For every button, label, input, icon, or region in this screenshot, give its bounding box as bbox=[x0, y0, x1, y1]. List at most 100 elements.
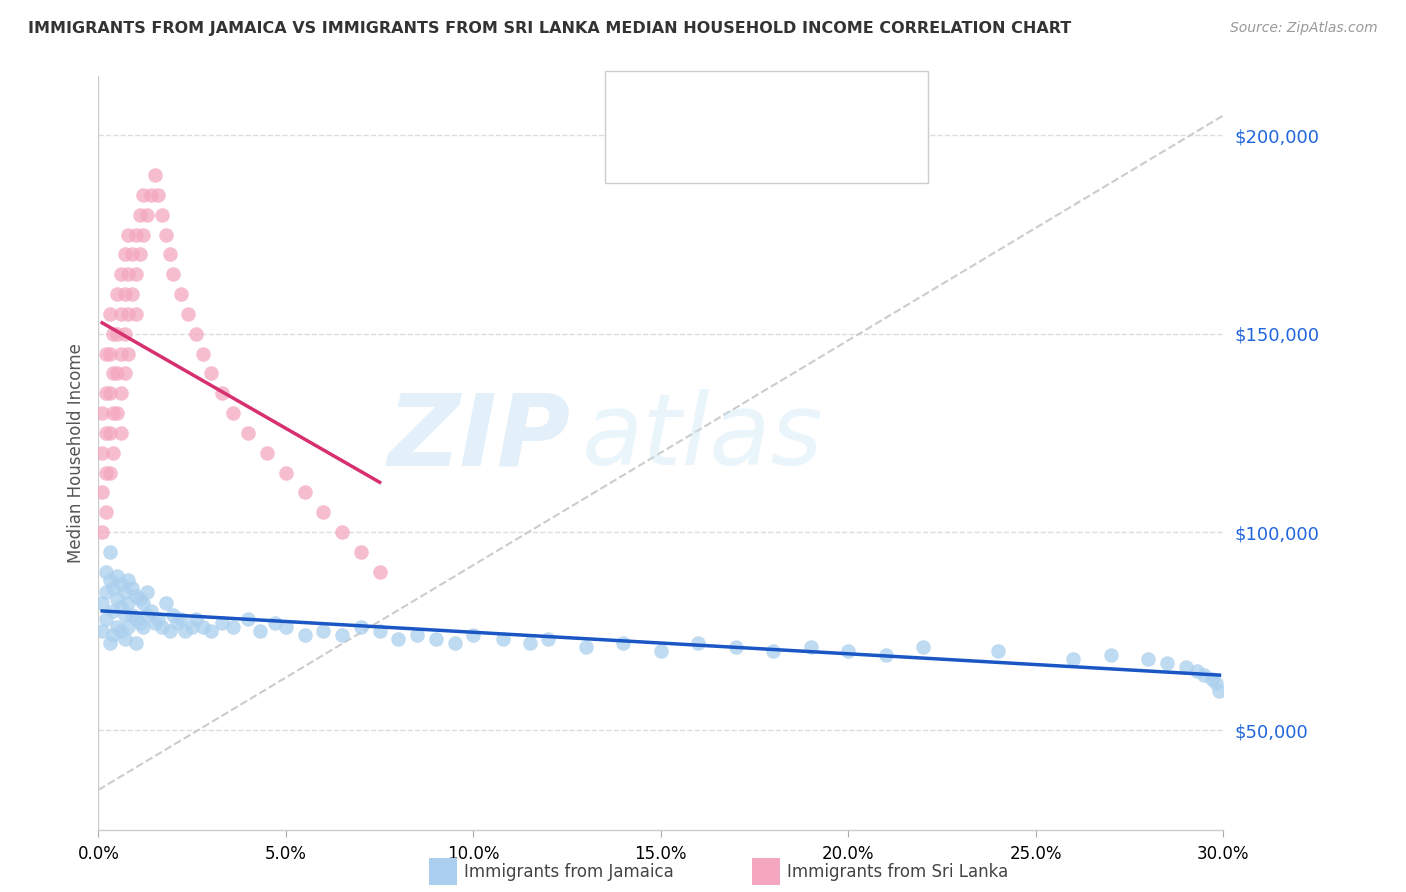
Point bbox=[762, 644, 785, 658]
Point bbox=[110, 600, 132, 615]
Point bbox=[406, 628, 429, 642]
Point bbox=[875, 648, 897, 662]
Point bbox=[110, 346, 132, 360]
Point bbox=[94, 612, 117, 626]
Point bbox=[110, 307, 132, 321]
Point bbox=[94, 386, 117, 401]
Point bbox=[132, 187, 155, 202]
Point bbox=[1208, 683, 1230, 698]
Point bbox=[103, 326, 125, 341]
Point bbox=[159, 624, 181, 639]
Point bbox=[125, 227, 148, 242]
Point bbox=[117, 620, 139, 634]
Point bbox=[94, 425, 117, 440]
Point bbox=[148, 612, 170, 626]
Point bbox=[105, 406, 128, 420]
Text: atlas: atlas bbox=[582, 389, 824, 486]
Point bbox=[114, 632, 136, 647]
Point bbox=[162, 267, 184, 281]
Point bbox=[1185, 664, 1208, 678]
Point bbox=[98, 466, 121, 480]
Point bbox=[211, 386, 233, 401]
Point bbox=[125, 589, 148, 603]
Point bbox=[125, 307, 148, 321]
Point bbox=[128, 247, 150, 261]
Point bbox=[98, 636, 121, 650]
Point bbox=[105, 326, 128, 341]
Point bbox=[612, 636, 634, 650]
Point bbox=[110, 624, 132, 639]
Point bbox=[91, 445, 114, 460]
Point bbox=[94, 565, 117, 579]
Point bbox=[105, 568, 128, 582]
Text: R = -0.361   N = 88: R = -0.361 N = 88 bbox=[662, 96, 839, 114]
Point bbox=[103, 445, 125, 460]
Point bbox=[193, 620, 215, 634]
Point bbox=[173, 624, 195, 639]
Point bbox=[103, 581, 125, 595]
Point bbox=[263, 616, 285, 631]
Point bbox=[91, 596, 114, 610]
Point bbox=[387, 632, 409, 647]
Point bbox=[98, 545, 121, 559]
Text: IMMIGRANTS FROM JAMAICA VS IMMIGRANTS FROM SRI LANKA MEDIAN HOUSEHOLD INCOME COR: IMMIGRANTS FROM JAMAICA VS IMMIGRANTS FR… bbox=[28, 21, 1071, 36]
Point bbox=[170, 612, 193, 626]
Point bbox=[98, 346, 121, 360]
Point bbox=[94, 346, 117, 360]
Point bbox=[132, 227, 155, 242]
Point bbox=[132, 620, 155, 634]
Point bbox=[148, 187, 170, 202]
Point bbox=[143, 168, 166, 182]
Point bbox=[114, 247, 136, 261]
Point bbox=[139, 604, 162, 618]
Text: Immigrants from Jamaica: Immigrants from Jamaica bbox=[464, 863, 673, 881]
Point bbox=[114, 287, 136, 301]
Point bbox=[103, 628, 125, 642]
Point bbox=[150, 620, 173, 634]
Point bbox=[1099, 648, 1122, 662]
Point bbox=[117, 573, 139, 587]
Point bbox=[91, 524, 114, 539]
Point bbox=[110, 425, 132, 440]
Point bbox=[330, 628, 353, 642]
Point bbox=[103, 604, 125, 618]
Point bbox=[519, 636, 541, 650]
Point bbox=[136, 584, 159, 599]
Point bbox=[139, 187, 162, 202]
Point bbox=[117, 596, 139, 610]
Point bbox=[91, 624, 114, 639]
Point bbox=[1201, 672, 1223, 686]
Point bbox=[94, 466, 117, 480]
Point bbox=[98, 425, 121, 440]
Point bbox=[425, 632, 447, 647]
Point bbox=[105, 620, 128, 634]
Point bbox=[150, 208, 173, 222]
Point bbox=[136, 608, 159, 623]
Point bbox=[128, 208, 150, 222]
Point bbox=[121, 581, 143, 595]
Point bbox=[105, 367, 128, 381]
Point bbox=[181, 620, 204, 634]
Point bbox=[155, 227, 177, 242]
Text: Immigrants from Sri Lanka: Immigrants from Sri Lanka bbox=[787, 863, 1008, 881]
Point bbox=[1194, 668, 1216, 682]
Point bbox=[132, 596, 155, 610]
Point bbox=[110, 267, 132, 281]
Point bbox=[1137, 652, 1160, 666]
Point bbox=[114, 367, 136, 381]
Point bbox=[912, 640, 935, 654]
Point bbox=[249, 624, 271, 639]
Point bbox=[350, 545, 373, 559]
Point bbox=[274, 466, 297, 480]
Point bbox=[110, 386, 132, 401]
Point bbox=[294, 628, 316, 642]
Point bbox=[121, 287, 143, 301]
Point bbox=[177, 307, 200, 321]
Point bbox=[312, 624, 335, 639]
Point bbox=[117, 227, 139, 242]
Point bbox=[200, 624, 222, 639]
Point bbox=[114, 326, 136, 341]
Point bbox=[103, 406, 125, 420]
Point bbox=[987, 644, 1010, 658]
Point bbox=[1205, 675, 1227, 690]
